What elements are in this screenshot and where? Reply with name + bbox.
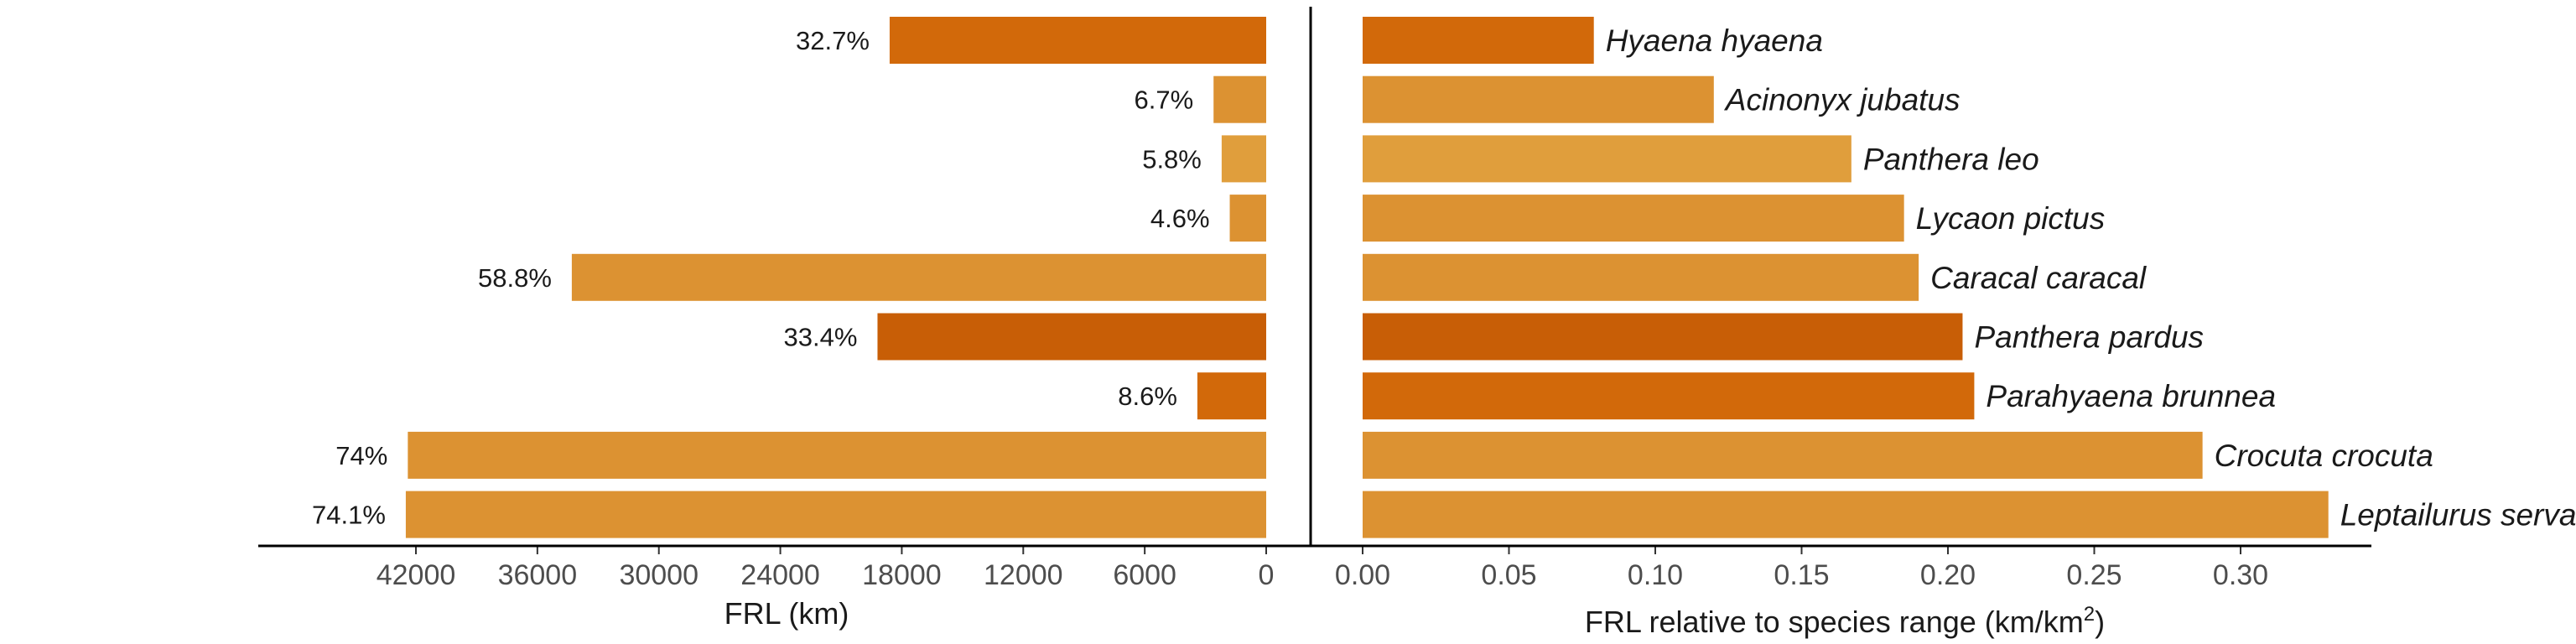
left-x-tick-label-6: 6000	[1113, 559, 1176, 591]
right-bar-panthera-pardus	[1363, 313, 1963, 361]
species-label-hyaena-hyaena: Hyaena hyaena	[1606, 23, 1823, 58]
right-bar-lycaon-pictus	[1363, 195, 1904, 242]
left-bar-panthera-pardus	[877, 313, 1266, 361]
left-bar-crocuta-crocuta	[408, 431, 1266, 479]
right-x-axis-title: FRL relative to species range (km/km2)	[1585, 603, 2105, 639]
percent-label-leptailurus-serval: 74.1%	[312, 501, 386, 530]
right-x-tick-label-6: 0.30	[2213, 559, 2268, 591]
percent-label-caracal-caracal: 58.8%	[478, 263, 552, 293]
percent-label-hyaena-hyaena: 32.7%	[796, 26, 870, 55]
right-x-axis-title-main: FRL relative to species range (km/km	[1585, 605, 2084, 639]
left-x-tick-label-2: 30000	[619, 559, 699, 591]
right-x-axis-title-suffix: )	[2095, 605, 2105, 639]
right-x-tick-label-1: 0.05	[1481, 559, 1536, 591]
left-x-tick-label-7: 0	[1259, 559, 1275, 591]
percent-label-lycaon-pictus: 4.6%	[1150, 204, 1210, 233]
species-label-crocuta-crocuta: Crocuta crocuta	[2215, 439, 2433, 473]
species-label-caracal-caracal: Caracal caracal	[1930, 261, 2148, 295]
percent-label-acinonyx-jubatus: 6.7%	[1135, 86, 1194, 115]
left-bar-caracal-caracal	[571, 253, 1266, 301]
right-x-tick-label-0: 0.00	[1335, 559, 1390, 591]
right-bar-crocuta-crocuta	[1363, 431, 2203, 479]
species-label-acinonyx-jubatus: Acinonyx jubatus	[1724, 83, 1961, 117]
species-label-leptailurus-serval: Leptailurus serval	[2340, 498, 2576, 532]
left-x-tick-label-3: 24000	[740, 559, 820, 591]
left-x-tick-label-1: 36000	[498, 559, 578, 591]
right-bar-acinonyx-jubatus	[1363, 75, 1714, 123]
right-bar-panel: Hyaena hyaena Acinonyx jubatus Panthera le…	[1335, 17, 2576, 591]
left-bar-leptailurus-serval	[405, 491, 1266, 538]
right-bar-parahyaena-brunnea	[1363, 372, 1975, 420]
right-x-axis-title-superscript: 2	[2084, 603, 2095, 626]
left-bar-panthera-leo	[1221, 135, 1266, 183]
right-bar-leptailurus-serval	[1363, 491, 2329, 538]
right-bar-hyaena-hyaena	[1363, 17, 1594, 64]
left-bar-parahyaena-brunnea	[1197, 372, 1266, 420]
percent-label-crocuta-crocuta: 74%	[335, 441, 387, 470]
right-x-tick-label-2: 0.10	[1628, 559, 1683, 591]
left-x-axis-title: FRL (km)	[724, 596, 849, 631]
left-x-tick-label-4: 18000	[862, 559, 942, 591]
percent-label-panthera-pardus: 33.4%	[784, 323, 858, 352]
species-label-panthera-leo: Panthera leo	[1863, 142, 2039, 176]
left-x-tick-label-5: 12000	[984, 559, 1063, 591]
right-bar-caracal-caracal	[1363, 253, 1919, 301]
percent-label-panthera-leo: 5.8%	[1142, 144, 1202, 174]
left-bar-lycaon-pictus	[1229, 195, 1266, 242]
right-bar-panthera-leo	[1363, 135, 1852, 183]
species-label-lycaon-pictus: Lycaon pictus	[1916, 201, 2106, 236]
percent-label-parahyaena-brunnea: 8.6%	[1118, 382, 1177, 411]
species-label-parahyaena-brunnea: Parahyaena brunnea	[1986, 379, 2276, 413]
left-bar-acinonyx-jubatus	[1213, 75, 1266, 123]
left-bar-panel: 32.7% 6.7% 5.8% 4.6% 58.8% 33.4% 8.6% 74% 74.1% 4…	[312, 17, 1274, 591]
left-x-tick-label-0: 42000	[377, 559, 456, 591]
right-x-tick-label-3: 0.15	[1774, 559, 1829, 591]
species-label-panthera-pardus: Panthera pardus	[1974, 320, 2204, 355]
left-bar-hyaena-hyaena	[889, 17, 1266, 64]
right-x-tick-label-4: 0.20	[1920, 559, 1976, 591]
right-x-tick-label-5: 0.25	[2066, 559, 2122, 591]
